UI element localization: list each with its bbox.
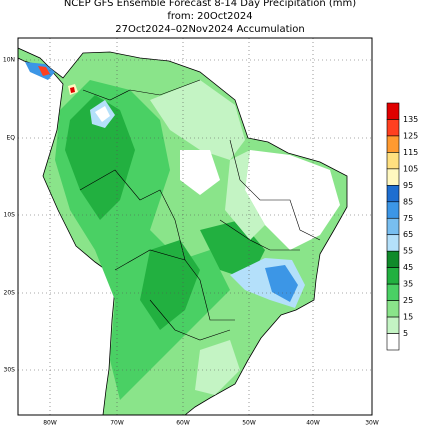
colorbar-box <box>386 316 400 334</box>
colorbar-box <box>386 135 400 153</box>
colorbar-box <box>386 168 400 186</box>
colorbar-label: 45 <box>403 263 413 272</box>
colorbar-label: 135 <box>403 115 418 124</box>
colorbar-box <box>386 102 400 120</box>
colorbar-box <box>386 152 400 170</box>
lat-label: 30S <box>4 367 16 374</box>
colorbar-label: 125 <box>403 131 418 140</box>
colorbar-label: 55 <box>403 247 413 256</box>
colorbar-label: 85 <box>403 197 413 206</box>
lon-label: 30W <box>365 420 379 427</box>
map-frame <box>17 37 373 416</box>
colorbar-box <box>386 267 400 285</box>
colorbar-box <box>386 234 400 252</box>
colorbar-label: 5 <box>403 329 408 338</box>
colorbar-box <box>386 300 400 318</box>
lat-label: 10N <box>3 57 15 64</box>
lon-label: 40W <box>306 420 320 427</box>
colorbar-label: 75 <box>403 214 413 223</box>
borders <box>79 79 321 341</box>
colorbar-label: 25 <box>403 296 413 305</box>
lon-label: 70W <box>110 420 124 427</box>
colorbar-label: 35 <box>403 280 413 289</box>
colorbar-box <box>386 283 400 301</box>
lat-label: 10S <box>4 212 16 219</box>
colorbar-box <box>386 250 400 268</box>
colorbar-label: 95 <box>403 181 413 190</box>
lon-label: 60W <box>176 420 190 427</box>
colorbar-box <box>386 185 400 203</box>
lat-label: EQ <box>6 135 15 142</box>
map <box>18 38 372 415</box>
precip-shading <box>25 62 340 400</box>
colorbar-label: 105 <box>403 164 418 173</box>
colorbar-box <box>386 201 400 219</box>
title-line1: NCEP GFS Ensemble Forecast 8-14 Day Prec… <box>64 0 356 9</box>
graticule <box>18 38 372 415</box>
colorbar-box <box>386 119 400 137</box>
colorbar-label: 65 <box>403 230 413 239</box>
colorbar-box <box>386 217 400 236</box>
lat-label: 20S <box>4 290 16 297</box>
colorbar-box <box>386 333 400 351</box>
lon-label: 50W <box>242 420 256 427</box>
colorbar-label: 115 <box>403 148 418 157</box>
colorbar-label: 15 <box>403 313 413 322</box>
lon-label: 80W <box>43 420 57 427</box>
title-line2: from: 20Oct2024 <box>167 11 252 22</box>
title-line3: 27Oct2024–02Nov2024 Accumulation <box>115 24 304 35</box>
